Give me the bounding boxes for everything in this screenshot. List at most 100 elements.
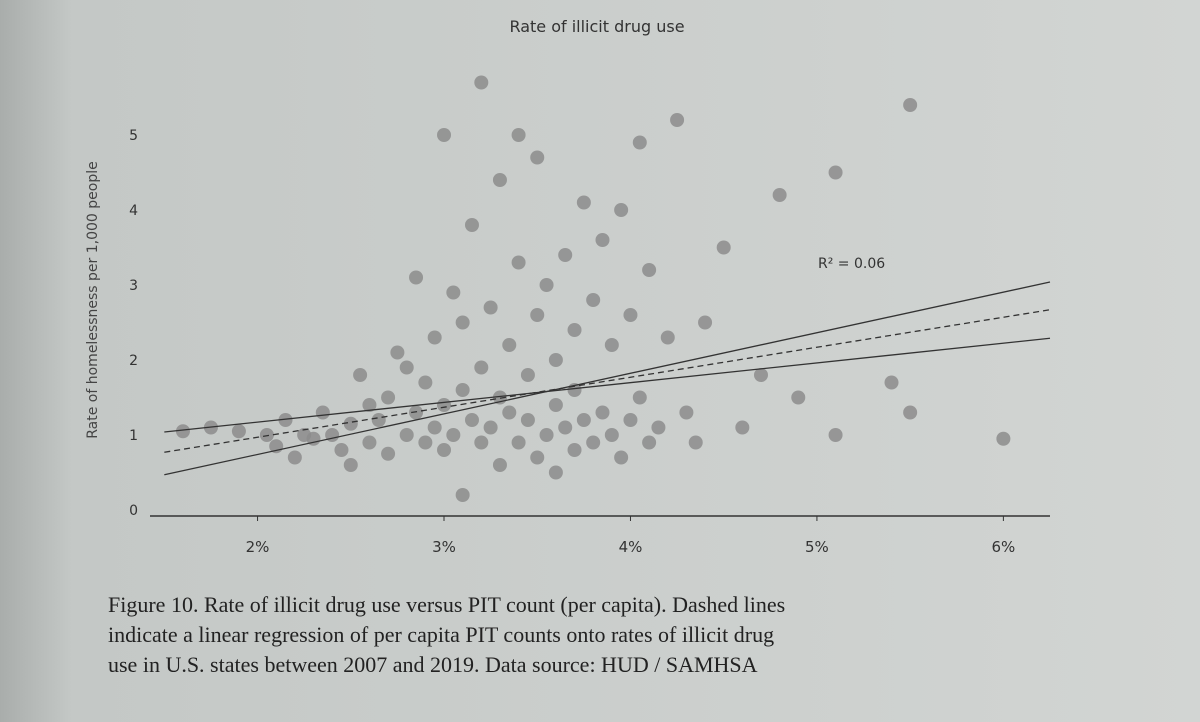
point [614, 450, 629, 465]
point [586, 435, 601, 450]
point [437, 128, 452, 142]
point [446, 428, 461, 442]
y-tick-label: 2 [129, 353, 138, 369]
y-tick-label: 0 [129, 503, 138, 519]
point [399, 360, 414, 375]
point [604, 428, 619, 442]
point [511, 128, 526, 142]
y-tick-label: 4 [129, 203, 138, 219]
point [399, 428, 414, 442]
point [409, 405, 424, 420]
point [530, 450, 545, 465]
caption-line: Figure 10. Rate of illicit drug use vers… [108, 592, 785, 617]
point [175, 424, 190, 439]
point [492, 173, 507, 187]
point [502, 405, 517, 420]
point [558, 248, 573, 262]
point [530, 150, 545, 165]
point [306, 431, 321, 446]
point [567, 443, 582, 457]
point [772, 188, 787, 202]
point [455, 315, 470, 330]
point [334, 443, 349, 457]
point [548, 398, 563, 412]
point [343, 458, 358, 472]
point [903, 405, 918, 420]
point [548, 353, 563, 367]
point [315, 405, 330, 420]
point [604, 338, 619, 352]
point [698, 315, 713, 330]
point [688, 435, 703, 450]
point [539, 428, 554, 442]
x-tick-label: 3% [432, 538, 456, 556]
point [474, 360, 489, 375]
caption-line: use in U.S. states between 2007 and 2019… [108, 652, 758, 677]
point [828, 165, 843, 180]
point [418, 435, 433, 450]
x-tick-label: 4% [619, 538, 643, 556]
point [996, 431, 1011, 446]
point [287, 450, 302, 465]
point [884, 375, 899, 390]
point [343, 416, 358, 431]
point [409, 270, 424, 285]
point [642, 263, 657, 277]
point [576, 195, 591, 210]
point [427, 330, 442, 345]
point [362, 435, 377, 450]
x-tick-label: 2% [246, 538, 270, 556]
chart-title: Rate of illicit drug use [509, 17, 684, 36]
point [492, 458, 507, 472]
point [670, 113, 685, 127]
point [716, 240, 731, 255]
point [558, 420, 573, 435]
y-axis-label: Rate of homelessness per 1,000 people [85, 161, 101, 439]
point [660, 330, 675, 345]
point [651, 420, 666, 435]
point [437, 398, 452, 412]
point [474, 435, 489, 450]
point [502, 338, 517, 352]
point [381, 390, 396, 405]
point [427, 420, 442, 435]
point [418, 375, 433, 390]
point [595, 405, 610, 420]
point [614, 203, 629, 217]
point [511, 435, 526, 450]
y-tick-label: 1 [129, 428, 138, 444]
regression-line [164, 337, 1051, 433]
point [586, 293, 601, 307]
point [455, 488, 470, 502]
point [548, 465, 563, 480]
y-tick-label: 3 [129, 278, 138, 294]
point [474, 75, 489, 90]
point [623, 413, 638, 427]
point [231, 424, 246, 439]
point [520, 413, 535, 427]
point [735, 420, 750, 435]
point [259, 428, 274, 442]
point [437, 443, 452, 457]
point [791, 390, 806, 405]
point [539, 278, 554, 292]
y-tick-label: 5 [129, 128, 138, 144]
caption-line: indicate a linear regression of per capi… [108, 622, 774, 647]
point [371, 413, 386, 427]
point [511, 255, 526, 270]
point [455, 383, 470, 397]
point [828, 428, 843, 442]
point [520, 368, 535, 382]
point [576, 413, 591, 427]
point [595, 233, 610, 247]
point [362, 398, 377, 412]
x-tick-label: 6% [991, 538, 1015, 556]
annotation: R² = 0.06 [818, 256, 885, 272]
point [567, 323, 582, 337]
point [903, 98, 918, 112]
regression-line [164, 281, 1051, 476]
point [483, 420, 498, 435]
